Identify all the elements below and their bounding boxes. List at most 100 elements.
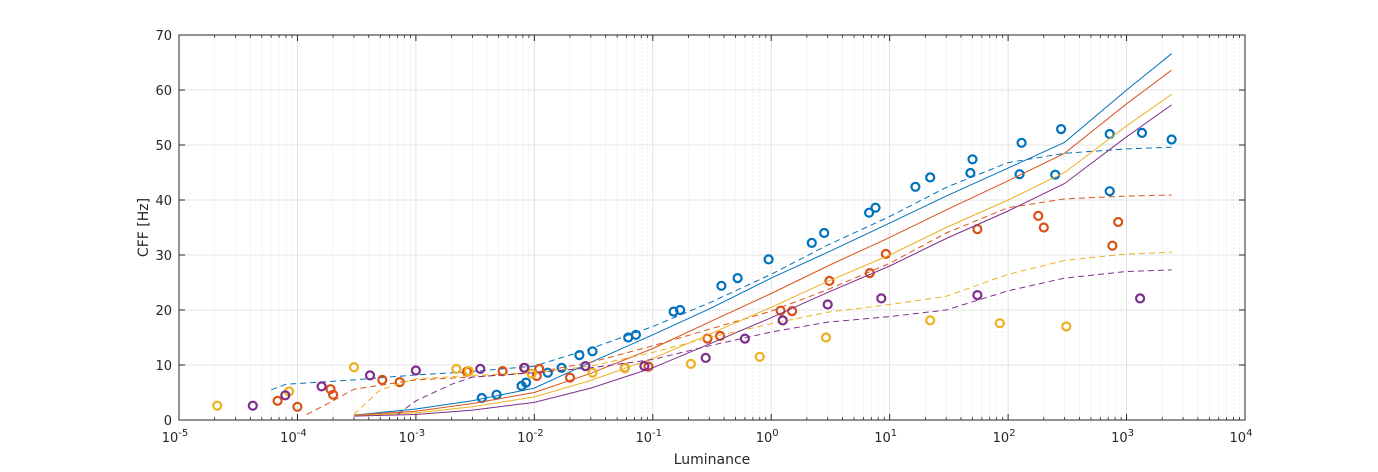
data-point bbox=[965, 167, 976, 179]
data-point bbox=[526, 368, 537, 379]
data-point bbox=[463, 366, 474, 377]
data-point bbox=[292, 401, 303, 412]
y-tick-label: 0 bbox=[164, 414, 172, 429]
data-point bbox=[377, 374, 388, 385]
data-point bbox=[325, 384, 336, 395]
data-point bbox=[824, 275, 835, 286]
data-point bbox=[700, 352, 711, 363]
data-point bbox=[272, 395, 283, 406]
data-point bbox=[587, 346, 598, 357]
data-point bbox=[639, 361, 650, 372]
x-tick-label: 104 bbox=[1230, 428, 1253, 446]
x-tick-label: 103 bbox=[1111, 428, 1134, 446]
data-point bbox=[1055, 124, 1067, 135]
data-point bbox=[716, 280, 727, 291]
data-point bbox=[518, 362, 530, 373]
data-point bbox=[763, 254, 774, 265]
x-tick-label: 10-2 bbox=[517, 428, 544, 446]
data-point bbox=[587, 367, 598, 378]
data-point bbox=[280, 390, 291, 401]
data-point bbox=[739, 333, 751, 344]
data-point bbox=[870, 202, 881, 213]
data-point bbox=[491, 389, 502, 400]
data-point bbox=[1136, 127, 1148, 138]
data-point bbox=[520, 377, 532, 388]
data-point bbox=[668, 306, 679, 317]
data-point bbox=[328, 389, 339, 400]
y-tick-label: 20 bbox=[155, 304, 172, 319]
grid bbox=[178, 34, 1246, 421]
y-tick-label: 30 bbox=[155, 249, 172, 264]
data-point bbox=[819, 227, 830, 239]
data-point bbox=[580, 361, 591, 372]
data-point bbox=[674, 304, 686, 316]
y-tick-label: 50 bbox=[155, 139, 172, 154]
x-tick-label: 101 bbox=[874, 428, 897, 446]
data-point bbox=[967, 154, 978, 165]
data-point bbox=[820, 332, 832, 343]
data-point bbox=[475, 363, 486, 374]
y-tick-label: 70 bbox=[155, 29, 172, 44]
axes-frame bbox=[178, 34, 1246, 421]
data-point bbox=[863, 207, 875, 218]
data-point bbox=[564, 372, 576, 383]
data-point bbox=[732, 273, 743, 284]
data-point bbox=[1134, 293, 1146, 304]
data-point bbox=[910, 181, 921, 192]
data-point bbox=[1166, 134, 1177, 145]
data-point bbox=[880, 248, 892, 259]
data-point bbox=[534, 363, 545, 374]
data-point bbox=[212, 400, 223, 411]
data-point bbox=[451, 363, 462, 374]
x-tick-label: 10-5 bbox=[162, 428, 189, 446]
data-point bbox=[316, 381, 327, 392]
y-tick-label: 60 bbox=[155, 84, 172, 99]
data-point bbox=[754, 351, 765, 362]
fit-line-solid bbox=[353, 53, 1172, 416]
fit-line-solid bbox=[353, 93, 1172, 417]
x-tick-label: 102 bbox=[993, 428, 1016, 446]
data-point bbox=[1038, 222, 1049, 233]
series-1 bbox=[271, 53, 1177, 416]
data-point bbox=[925, 315, 936, 326]
fit-line-solid bbox=[353, 104, 1172, 417]
data-point bbox=[1113, 216, 1124, 228]
data-point bbox=[1016, 137, 1027, 148]
data-point bbox=[410, 365, 421, 376]
data-point bbox=[685, 358, 697, 369]
data-point bbox=[574, 350, 585, 361]
data-point bbox=[786, 306, 798, 317]
data-point bbox=[994, 318, 1005, 329]
x-tick-label: 10-1 bbox=[636, 428, 663, 446]
data-point bbox=[972, 290, 983, 301]
data-point bbox=[247, 400, 258, 411]
fit-line-dashed bbox=[271, 146, 1172, 391]
data-point bbox=[364, 370, 376, 381]
data-point bbox=[1033, 210, 1044, 221]
fit-line-dashed bbox=[306, 194, 1172, 415]
x-axis-label: Luminance bbox=[674, 452, 751, 468]
x-tick-label: 10-4 bbox=[280, 428, 307, 446]
data-point bbox=[777, 315, 788, 326]
data-point bbox=[925, 172, 936, 183]
fit-line-solid bbox=[353, 69, 1172, 416]
x-tick-label: 100 bbox=[756, 428, 779, 446]
data-point bbox=[542, 367, 553, 378]
data-point bbox=[630, 329, 642, 340]
data-point bbox=[806, 237, 817, 248]
data-point bbox=[1107, 240, 1118, 251]
data-point bbox=[643, 361, 654, 372]
y-axis-label: CFF [Hz] bbox=[136, 198, 152, 257]
series-2 bbox=[272, 69, 1172, 416]
data-point bbox=[822, 299, 833, 310]
data-point bbox=[348, 362, 360, 373]
y-tick-label: 10 bbox=[155, 359, 172, 374]
data-point bbox=[1061, 321, 1072, 332]
axis-ticks: 10-5 10-4 10-3 10-2 10-1 100 101 102 103 104 0 10 20… bbox=[155, 29, 1252, 446]
data-point bbox=[619, 363, 630, 374]
data-point bbox=[1014, 169, 1025, 180]
data-point bbox=[775, 305, 786, 316]
data-point bbox=[876, 293, 887, 304]
series-4 bbox=[247, 104, 1172, 417]
